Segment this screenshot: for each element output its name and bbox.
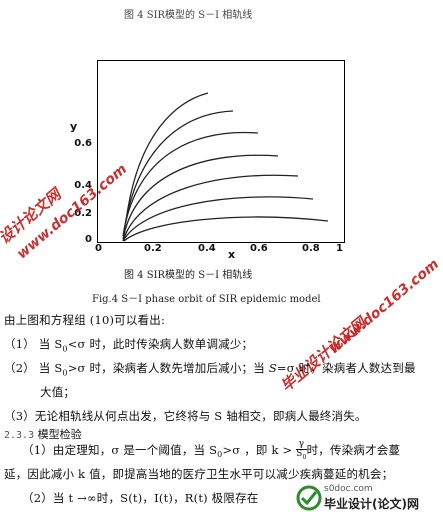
figure-caption-en: Fig.4 S－I phase orbit of SIR epidemic mo… <box>92 294 321 305</box>
orbit-curve-6 <box>122 196 314 242</box>
top-caption: 图 4 SIR模型的 S－I 相轨线 <box>124 10 253 21</box>
x-tick-0-4: 0.4 <box>198 243 216 254</box>
y-tick-0: 0 <box>85 234 92 245</box>
site-logo: s0doc.com 毕业设计(论文)网 <box>296 484 443 512</box>
orbit-curve-7 <box>123 216 329 242</box>
orbit-curve-1 <box>125 92 209 222</box>
paragraph-3: （2）当 t →∞时，S(t)，I(t)，R(t) 极限存在 <box>22 491 259 505</box>
x-tick-0: 0 <box>95 243 102 254</box>
orbit-curve-4 <box>122 154 279 240</box>
y-tick-0-4: 0.4 <box>74 180 92 191</box>
x-tick-1: 1 <box>336 243 343 254</box>
item-2: （2） 当 S0>σ 时，染病者人数先增加后减小；当 S=σ 时，染病者人数达到… <box>4 361 416 378</box>
item-1: （1） 当 S0<σ 时，此时传染病人数单调减少； <box>4 337 254 354</box>
figure-caption-cn: 图 4 SIR模型的 S－I 相轨线 <box>124 270 253 281</box>
orbit-curve-3 <box>122 131 259 237</box>
intro-line: 由上图和方程组 (10)可以看出: <box>4 313 166 327</box>
logo-cn-text: 毕业设计(论文)网 <box>324 497 419 511</box>
logo-circle-icon <box>296 485 322 511</box>
orbit-curve-5 <box>122 174 299 242</box>
x-tick-0-8: 0.8 <box>302 243 320 254</box>
item-3: （3）无论相轨线从何点出发，它终将与 S 轴相交，即病人最终消失。 <box>4 409 367 423</box>
paragraph-2: 延，因此减小 k 值，即提高当地的医疗卫生水平可以减少疾病蔓延的机会； <box>4 467 394 481</box>
x-tick-0-6: 0.6 <box>250 243 268 254</box>
y-tick-0-2: 0.2 <box>74 208 92 219</box>
orbit-curve-2 <box>123 110 234 232</box>
item-2-continuation: 大值； <box>40 385 76 399</box>
logo-site-text: s0doc.com <box>324 484 373 494</box>
x-tick-0-2: 0.2 <box>144 243 162 254</box>
section-heading: 2.3.3 模型检验 <box>4 428 82 441</box>
phase-orbit-curves <box>122 92 329 242</box>
watermark-right-url: www.doc163.com <box>326 256 443 358</box>
y-axis-name: y <box>70 120 78 133</box>
y-tick-0-6: 0.6 <box>74 138 92 149</box>
x-axis-name: x <box>228 248 236 261</box>
phase-plot-frame <box>97 60 345 243</box>
paragraph-1: （1）由定理知，σ 是一个阈值，当 S0>σ ，即 k > γ S0 时，传染病… <box>22 439 401 461</box>
